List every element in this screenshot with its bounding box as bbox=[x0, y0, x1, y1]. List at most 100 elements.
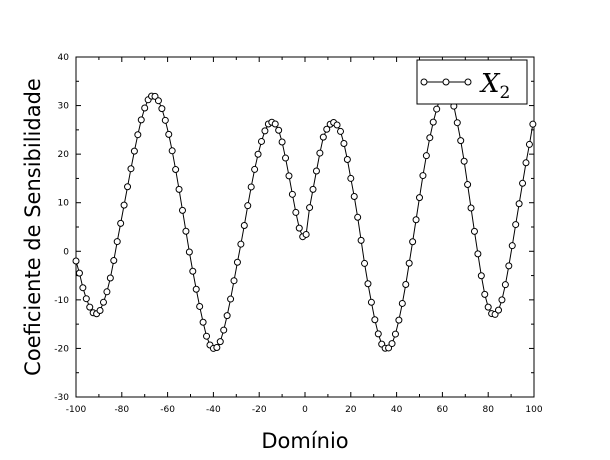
x-tick-label: -60 bbox=[160, 405, 175, 415]
data-point bbox=[529, 120, 537, 128]
data-point bbox=[137, 116, 145, 124]
data-point bbox=[165, 130, 173, 138]
x-tick-label: -40 bbox=[206, 405, 221, 415]
data-point bbox=[474, 250, 482, 258]
data-point bbox=[220, 326, 228, 334]
data-point bbox=[295, 224, 303, 232]
data-point bbox=[405, 259, 413, 267]
data-point bbox=[457, 137, 465, 145]
data-point bbox=[120, 201, 128, 209]
data-point bbox=[323, 125, 331, 133]
data-point bbox=[110, 257, 118, 265]
data-point bbox=[247, 183, 255, 191]
data-point bbox=[75, 269, 83, 277]
data-point bbox=[82, 295, 90, 303]
y-tick-label: 40 bbox=[58, 53, 70, 63]
data-point bbox=[388, 340, 396, 348]
data-point bbox=[302, 230, 310, 238]
data-point bbox=[285, 172, 293, 180]
data-point bbox=[103, 288, 111, 296]
data-point bbox=[419, 172, 427, 180]
data-point bbox=[361, 259, 369, 267]
data-point bbox=[522, 159, 530, 167]
data-point bbox=[374, 330, 382, 338]
data-point bbox=[185, 248, 193, 256]
data-point bbox=[271, 120, 279, 128]
data-point bbox=[398, 299, 406, 307]
data-point bbox=[154, 97, 162, 105]
data-point bbox=[178, 206, 186, 214]
data-point bbox=[340, 140, 348, 148]
data-point bbox=[333, 121, 341, 129]
data-point bbox=[161, 116, 169, 124]
y-tick-label: 0 bbox=[63, 247, 69, 257]
data-point bbox=[233, 258, 241, 266]
data-point bbox=[117, 219, 125, 227]
data-point bbox=[106, 274, 114, 282]
data-point bbox=[199, 318, 207, 326]
data-point bbox=[525, 140, 533, 148]
data-point bbox=[203, 332, 211, 340]
data-point bbox=[467, 204, 475, 212]
data-point bbox=[288, 190, 296, 198]
data-point bbox=[141, 104, 149, 112]
data-point bbox=[505, 262, 513, 270]
legend: X2 bbox=[416, 59, 528, 105]
data-point bbox=[134, 131, 142, 139]
data-point bbox=[96, 306, 104, 314]
legend-label-main: X bbox=[479, 69, 501, 99]
data-point bbox=[433, 105, 441, 113]
legend-marker-sample bbox=[464, 78, 472, 86]
data-point bbox=[254, 150, 262, 158]
axis-ticks: -100 -80 -60 -40 -20 0 20 40 60 80 100-30-20-10010… bbox=[54, 53, 543, 415]
data-point bbox=[127, 165, 135, 173]
y-tick-label: 20 bbox=[58, 150, 70, 160]
series-layer bbox=[72, 87, 537, 352]
data-point bbox=[512, 221, 520, 229]
data-point bbox=[240, 221, 248, 229]
data-point bbox=[230, 277, 238, 285]
data-point bbox=[453, 119, 461, 127]
data-point bbox=[354, 213, 362, 221]
data-point bbox=[519, 179, 527, 187]
x-tick-label: 0 bbox=[302, 405, 308, 415]
data-point bbox=[292, 208, 300, 216]
x-tick-label: 40 bbox=[391, 405, 403, 415]
x-tick-label: 100 bbox=[525, 405, 542, 415]
data-point bbox=[364, 280, 372, 288]
legend-label-subscript: 2 bbox=[500, 83, 511, 103]
data-point bbox=[347, 174, 355, 182]
x-tick-label: -100 bbox=[66, 405, 87, 415]
x-tick-label: -80 bbox=[114, 405, 129, 415]
data-point bbox=[402, 280, 410, 288]
data-point bbox=[278, 138, 286, 146]
y-tick-label: 30 bbox=[58, 102, 70, 112]
data-point bbox=[495, 306, 502, 314]
data-point bbox=[216, 338, 224, 346]
data-point bbox=[261, 127, 269, 135]
data-point bbox=[72, 257, 80, 265]
data-point bbox=[312, 167, 320, 175]
legend-label: X2 bbox=[479, 69, 510, 103]
data-point bbox=[484, 303, 492, 311]
data-point bbox=[464, 181, 472, 189]
data-point bbox=[357, 236, 365, 244]
data-point bbox=[124, 183, 132, 191]
x-tick-label: 20 bbox=[345, 405, 357, 415]
data-point bbox=[416, 194, 423, 202]
data-point bbox=[350, 192, 358, 200]
data-point bbox=[481, 290, 489, 298]
data-point bbox=[371, 316, 379, 324]
data-point bbox=[213, 343, 221, 351]
data-point bbox=[319, 133, 327, 141]
y-tick-label: -20 bbox=[54, 344, 69, 354]
data-point bbox=[172, 166, 180, 174]
data-point bbox=[130, 147, 138, 155]
y-tick-label: 10 bbox=[58, 199, 70, 209]
data-point bbox=[470, 227, 478, 235]
data-point bbox=[477, 272, 485, 280]
data-point bbox=[498, 296, 506, 304]
x-tick-label: -20 bbox=[252, 405, 267, 415]
data-point bbox=[282, 154, 290, 162]
